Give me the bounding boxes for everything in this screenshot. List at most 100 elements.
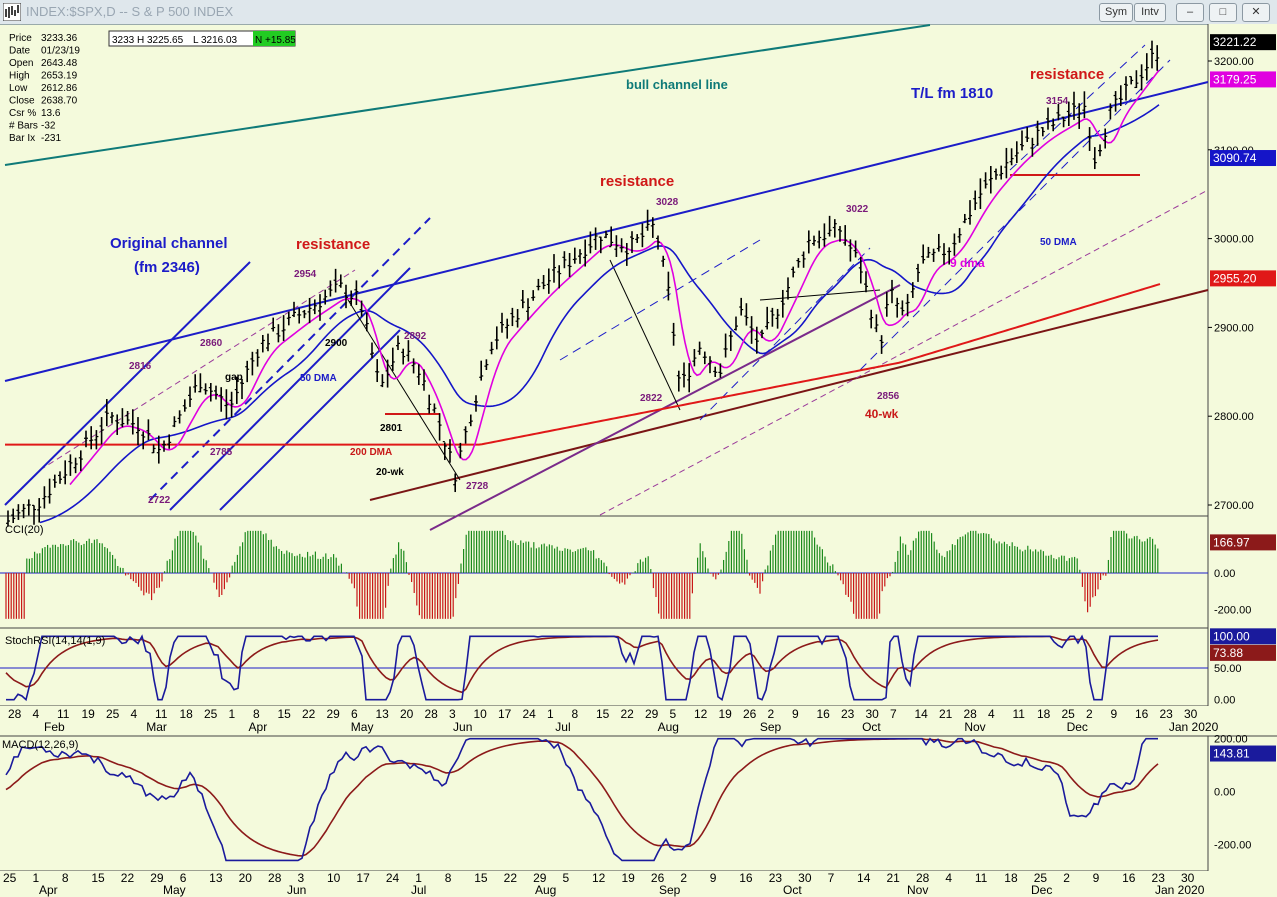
top-axis-day-tick: 8 <box>253 707 260 721</box>
bottom-axis-day-tick: 9 <box>1093 871 1100 885</box>
top-axis-day-tick: 26 <box>743 707 757 721</box>
channel-dashed-mid <box>559 239 761 361</box>
top-axis-day-tick: 19 <box>719 707 733 721</box>
top-axis-day-tick: 16 <box>1135 707 1149 721</box>
info-value: 2643.48 <box>41 58 78 69</box>
top-axis-day-tick: 25 <box>1062 707 1076 721</box>
top-axis-day-tick: 1 <box>547 707 554 721</box>
bull-channel-line <box>4 24 931 166</box>
bottom-axis-day-tick: 30 <box>798 871 812 885</box>
chart-annotation: 2785 <box>210 447 233 458</box>
info-value: 3233.36 <box>41 33 78 44</box>
top-axis-month-tick: Aug <box>658 720 679 734</box>
top-axis-day-tick: 4 <box>33 707 40 721</box>
top-axis-month-tick: Jun <box>453 720 472 734</box>
info-label: Price <box>9 33 32 44</box>
top-axis-day-tick: 30 <box>1184 707 1198 721</box>
bottom-axis-day-tick: 26 <box>651 871 665 885</box>
top-axis-day-tick: 7 <box>890 707 897 721</box>
quote-low: L 3216.03 <box>193 35 238 46</box>
chart-annotation: 2860 <box>200 338 223 349</box>
bottom-axis-day-tick: 29 <box>533 871 547 885</box>
chart-annotation: T/L fm 1810 <box>911 85 993 102</box>
chart-annotation: 3028 <box>656 197 679 208</box>
channel-dashed-nov <box>859 59 1171 371</box>
info-value: 2638.70 <box>41 96 78 107</box>
panel-bg-price <box>0 25 1208 516</box>
chart-annotation: bull channel line <box>626 77 728 92</box>
black-decline-line <box>344 294 461 481</box>
bottom-axis-day-tick: 15 <box>474 871 488 885</box>
close-icon[interactable]: ✕ <box>1242 3 1270 22</box>
top-axis-month-tick: Mar <box>146 720 167 734</box>
window-title: INDEX:$SPX,D -- S & P 500 INDEX <box>26 4 234 19</box>
bottom-axis-month-tick: Aug <box>535 883 556 897</box>
intv-button[interactable]: Intv <box>1134 3 1166 22</box>
top-axis-day-tick: 1 <box>229 707 236 721</box>
price-badge-bg <box>1210 270 1276 287</box>
cci-title: CCI(20) <box>5 524 44 536</box>
bottom-axis-day-tick: 22 <box>504 871 518 885</box>
cci-last-value: 166.97 <box>1213 535 1250 549</box>
top-axis-month-tick: Feb <box>44 720 65 734</box>
chart-annotation: resistance <box>600 173 674 190</box>
chart-annotation: 2900 <box>325 338 348 349</box>
price-badge: 3179.25 <box>1213 72 1257 86</box>
bottom-axis-day-tick: 19 <box>621 871 635 885</box>
top-axis-day-tick: 19 <box>82 707 96 721</box>
chart-annotation: 200 DMA <box>350 447 392 458</box>
chart-annotation: 3022 <box>846 204 869 215</box>
macd-line <box>5 737 1158 862</box>
stoch-line <box>6 634 1158 702</box>
top-axis-month-tick: Jan 2020 <box>1169 720 1219 734</box>
macd-axis-tick: 0.00 <box>1214 787 1235 799</box>
bottom-axis-day-tick: 15 <box>91 871 105 885</box>
minimize-icon[interactable]: – <box>1176 3 1204 22</box>
top-axis-day-tick: 17 <box>498 707 512 721</box>
maximize-icon[interactable]: □ <box>1209 3 1237 22</box>
top-axis-day-tick: 20 <box>400 707 414 721</box>
top-axis-day-tick: 11 <box>1013 707 1026 721</box>
macd-last-value: 143.81 <box>1213 747 1250 761</box>
price-axis-tick: 3000.00 <box>1214 234 1254 246</box>
bottom-axis-day-tick: 8 <box>445 871 452 885</box>
info-value: 13.6 <box>41 108 61 119</box>
ma9-line <box>69 69 1160 486</box>
price-axis-tick: 2800.00 <box>1214 411 1254 423</box>
app-chart-icon <box>3 3 21 21</box>
chart-annotation: gap <box>225 372 243 383</box>
quote-high: H 3225.65 <box>137 35 184 46</box>
bottom-axis-day-tick: 4 <box>945 871 952 885</box>
bottom-axis-day-tick: 12 <box>592 871 606 885</box>
top-axis-day-tick: 15 <box>278 707 292 721</box>
stoch-axis-tick: 50.00 <box>1214 663 1242 675</box>
top-axis-day-tick: 14 <box>915 707 929 721</box>
top-axis-day-tick: 4 <box>988 707 995 721</box>
top-axis-day-tick: 5 <box>670 707 677 721</box>
bottom-axis-day-tick: 9 <box>710 871 717 885</box>
top-axis-day-tick: 4 <box>131 707 138 721</box>
macd-badge-bg <box>1210 745 1276 762</box>
channel-dashed-mid-2 <box>699 247 871 421</box>
bottom-axis-day-tick: 14 <box>857 871 871 885</box>
chart-annotation: 20-wk <box>376 467 404 478</box>
price-badge: 2955.20 <box>1213 271 1257 285</box>
bottom-axis-day-tick: 8 <box>62 871 69 885</box>
bottom-axis-month-tick: Jul <box>411 883 426 897</box>
top-axis-day-tick: 16 <box>817 707 831 721</box>
cci-axis-tick: 0.00 <box>1214 568 1235 580</box>
info-label: Csr % <box>9 108 36 119</box>
info-label: Date <box>9 46 31 57</box>
cci-badge-bg <box>1210 534 1276 551</box>
chart-annotation: resistance <box>1030 66 1104 83</box>
info-value: -231 <box>41 133 61 144</box>
chart-annotation: 2816 <box>129 361 152 372</box>
top-axis-day-tick: 23 <box>1160 707 1174 721</box>
chart-annotation: resistance <box>296 236 370 253</box>
bottom-axis-day-tick: 28 <box>916 871 930 885</box>
stoch-badge-bg <box>1210 628 1276 645</box>
top-axis-month-tick: Nov <box>964 720 985 734</box>
sym-button[interactable]: Sym <box>1099 3 1133 22</box>
top-axis-day-tick: 28 <box>8 707 22 721</box>
quote-net: N +15.85 <box>255 35 296 46</box>
